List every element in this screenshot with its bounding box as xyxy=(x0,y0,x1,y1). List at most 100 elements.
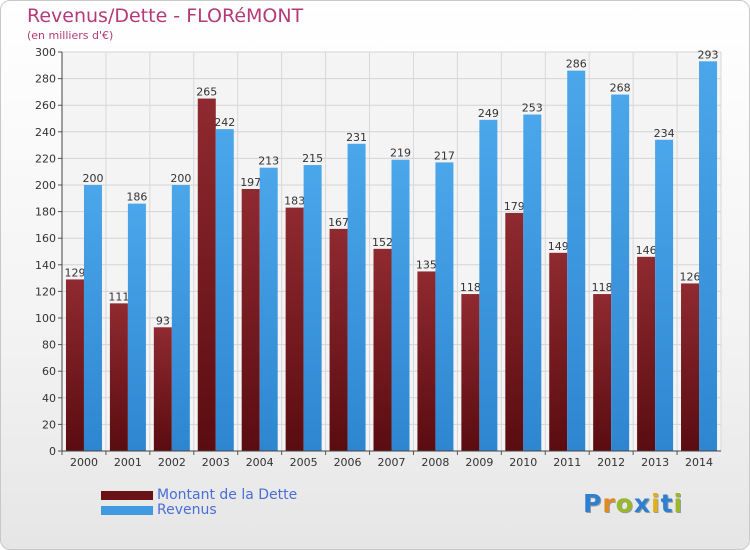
y-tick-label: 260 xyxy=(35,99,56,112)
data-label-dette: 152 xyxy=(372,236,393,249)
x-tick-label: 2011 xyxy=(553,456,581,469)
bar-revenus xyxy=(127,203,146,451)
y-tick-label: 160 xyxy=(35,232,56,245)
bar-dette xyxy=(593,294,612,451)
bar-dette xyxy=(505,212,524,451)
y-tick-label: 40 xyxy=(42,392,56,405)
legend-label-revenus: Revenus xyxy=(157,502,217,518)
y-tick-label: 0 xyxy=(49,445,56,458)
data-label-dette: 146 xyxy=(636,244,657,257)
bar-revenus xyxy=(83,185,102,451)
data-label-revenus: 186 xyxy=(126,191,147,204)
bar-dette xyxy=(329,228,348,451)
data-label-dette: 183 xyxy=(284,195,305,208)
data-label-revenus: 286 xyxy=(566,58,587,71)
bar-revenus xyxy=(215,129,234,451)
x-tick-label: 2001 xyxy=(114,456,142,469)
bar-revenus xyxy=(611,94,630,451)
data-label-revenus: 293 xyxy=(698,48,719,61)
data-label-revenus: 253 xyxy=(522,102,543,115)
legend-label-dette: Montant de la Dette xyxy=(157,487,298,503)
data-label-revenus: 200 xyxy=(170,172,191,185)
bar-dette xyxy=(153,327,172,451)
bar-dette xyxy=(681,283,700,451)
data-label-dette: 126 xyxy=(680,270,701,283)
x-tick-label: 2002 xyxy=(158,456,186,469)
bar-dette xyxy=(109,303,128,451)
data-label-dette: 265 xyxy=(196,86,217,99)
data-label-revenus: 219 xyxy=(390,147,411,160)
logo-letter: i xyxy=(651,489,661,518)
logo-letter: r xyxy=(602,489,616,518)
x-tick-label: 2004 xyxy=(246,456,274,469)
x-tick-label: 2007 xyxy=(378,456,406,469)
chart-title: Revenus/Dette - FLORéMONT xyxy=(27,5,304,27)
x-tick-label: 2005 xyxy=(290,456,318,469)
bar-revenus xyxy=(303,165,322,452)
logo-letter: x xyxy=(633,489,651,518)
logo-letter: P xyxy=(583,489,603,518)
y-tick-label: 60 xyxy=(42,365,56,378)
data-label-dette: 118 xyxy=(592,281,613,294)
legend-swatch-dette xyxy=(101,491,153,500)
data-label-revenus: 268 xyxy=(610,82,631,95)
y-tick-label: 180 xyxy=(35,206,56,219)
data-label-dette: 197 xyxy=(240,176,261,189)
bar-dette xyxy=(241,188,260,452)
logo-letter: o xyxy=(615,489,634,518)
data-label-dette: 179 xyxy=(504,200,525,213)
y-tick-label: 20 xyxy=(42,418,56,431)
data-label-dette: 111 xyxy=(108,290,129,303)
data-label-dette: 149 xyxy=(548,240,569,253)
proxiti-logo: Proxiti xyxy=(583,489,683,518)
bar-dette xyxy=(461,294,480,451)
x-tick-label: 2008 xyxy=(421,456,449,469)
bar-revenus xyxy=(479,119,498,451)
logo-letter: i xyxy=(673,489,684,518)
data-label-revenus: 249 xyxy=(478,107,499,120)
x-tick-label: 2000 xyxy=(70,456,98,469)
data-label-dette: 135 xyxy=(416,258,437,271)
x-tick-label: 2003 xyxy=(202,456,230,469)
y-tick-label: 140 xyxy=(35,259,56,272)
legend-swatch-revenus xyxy=(101,506,153,515)
x-tick-label: 2010 xyxy=(509,456,537,469)
bar-dette xyxy=(417,271,436,451)
y-tick-label: 280 xyxy=(35,73,56,86)
data-label-dette: 129 xyxy=(64,266,85,279)
y-tick-label: 200 xyxy=(35,179,56,192)
bar-revenus xyxy=(435,162,454,451)
y-tick-label: 220 xyxy=(35,152,56,165)
x-tick-label: 2014 xyxy=(685,456,713,469)
data-label-dette: 118 xyxy=(460,281,481,294)
x-tick-label: 2009 xyxy=(465,456,493,469)
bar-revenus xyxy=(391,159,410,452)
bar-revenus xyxy=(655,139,674,451)
data-label-dette: 167 xyxy=(328,216,349,229)
bar-dette xyxy=(637,256,656,451)
bar-dette xyxy=(373,248,392,451)
y-tick-label: 100 xyxy=(35,312,56,325)
bar-dette xyxy=(197,98,216,452)
data-label-revenus: 242 xyxy=(214,116,235,129)
data-label-revenus: 200 xyxy=(82,172,103,185)
data-label-revenus: 213 xyxy=(258,155,279,168)
y-tick-label: 240 xyxy=(35,126,56,139)
y-tick-label: 300 xyxy=(35,46,56,59)
data-label-revenus: 231 xyxy=(346,131,367,144)
bar-revenus xyxy=(347,143,366,451)
data-label-dette: 93 xyxy=(156,314,170,327)
bar-revenus xyxy=(567,70,586,452)
y-tick-label: 80 xyxy=(42,339,56,352)
x-tick-label: 2012 xyxy=(597,456,625,469)
y-tick-label: 120 xyxy=(35,285,56,298)
bar-dette xyxy=(285,207,304,451)
logo-letter: t xyxy=(660,489,674,518)
x-tick-label: 2006 xyxy=(334,456,362,469)
data-label-revenus: 217 xyxy=(434,149,455,162)
bar-revenus xyxy=(699,61,718,452)
bar-dette xyxy=(65,279,84,451)
x-tick-label: 2013 xyxy=(641,456,669,469)
bar-revenus xyxy=(259,167,278,451)
